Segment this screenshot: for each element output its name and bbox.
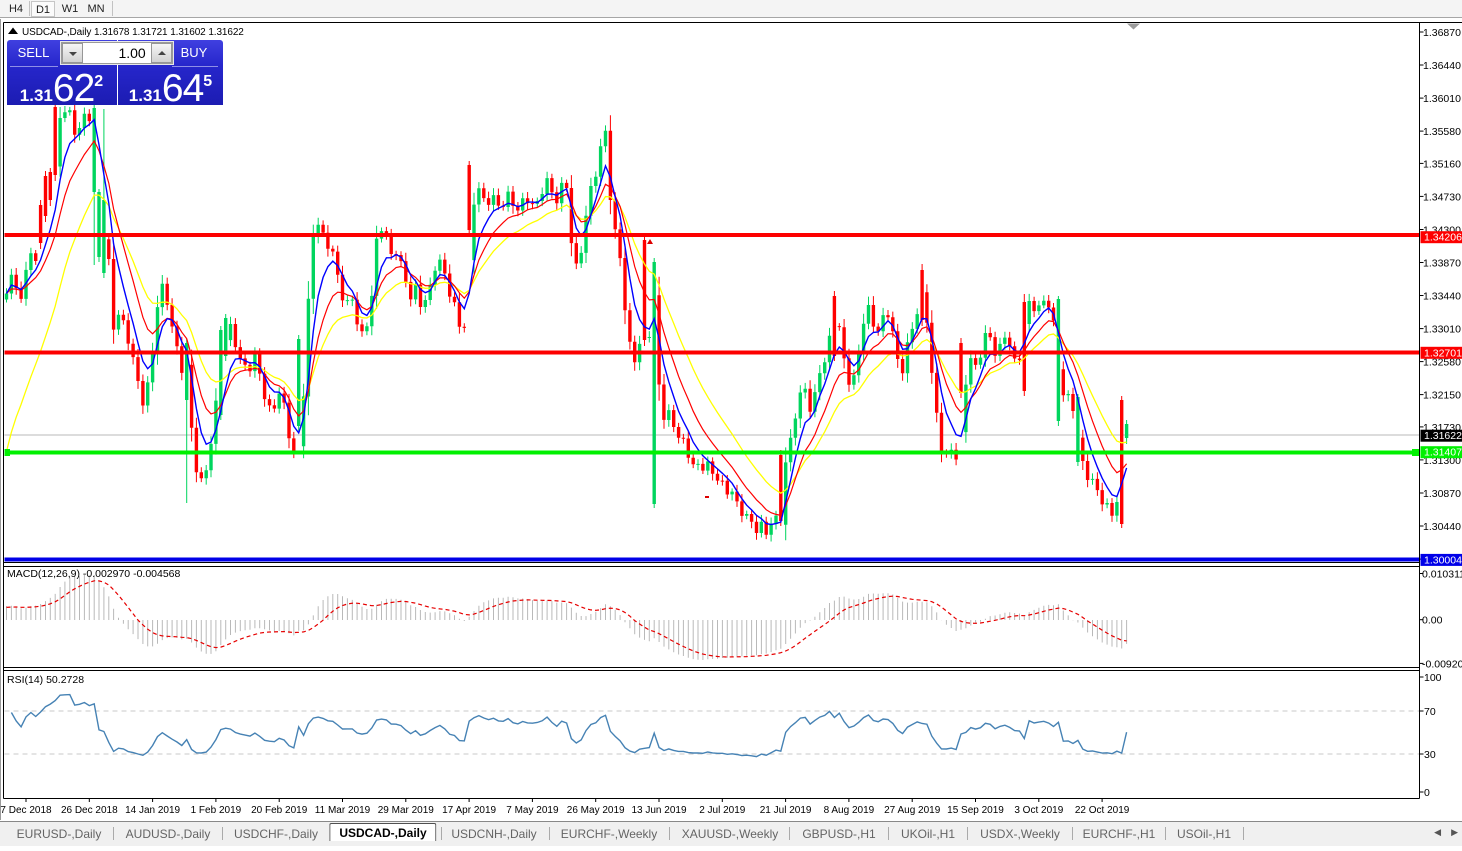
svg-text:0.00: 0.00: [1422, 615, 1443, 627]
svg-text:1.33870: 1.33870: [1423, 258, 1461, 270]
svg-text:22 Oct 2019: 22 Oct 2019: [1075, 805, 1130, 816]
svg-text:11 Mar 2019: 11 Mar 2019: [315, 805, 371, 816]
svg-text:MACD(12,26,9) -0.002970 -0.004: MACD(12,26,9) -0.002970 -0.004568: [7, 568, 181, 580]
svg-text:1.31622: 1.31622: [1424, 430, 1462, 442]
svg-text:2 Jul 2019: 2 Jul 2019: [699, 805, 746, 816]
svg-text:15 Sep 2019: 15 Sep 2019: [947, 805, 1004, 816]
svg-text:1.34206: 1.34206: [1424, 232, 1462, 244]
svg-text:1.33010: 1.33010: [1423, 324, 1461, 336]
svg-text:21 Jul 2019: 21 Jul 2019: [760, 805, 812, 816]
svg-text:3 Oct 2019: 3 Oct 2019: [1014, 805, 1063, 816]
svg-text:100: 100: [1424, 672, 1442, 684]
svg-text:29 Mar 2019: 29 Mar 2019: [378, 805, 435, 816]
svg-text:14 Jan 2019: 14 Jan 2019: [125, 805, 180, 816]
svg-text:1.35160: 1.35160: [1423, 158, 1461, 170]
svg-text:30: 30: [1424, 749, 1436, 761]
svg-text:1.30870: 1.30870: [1423, 488, 1461, 500]
svg-text:13 Jun 2019: 13 Jun 2019: [631, 805, 686, 816]
svg-text:USDCAD-,Daily 1.31678 1.31721: USDCAD-,Daily 1.31678 1.31721 1.31602 1.…: [22, 27, 244, 38]
svg-text:1.33440: 1.33440: [1423, 291, 1461, 303]
svg-text:17 Apr 2019: 17 Apr 2019: [442, 805, 496, 816]
svg-text:1.31407: 1.31407: [1424, 447, 1462, 459]
svg-text:27 Aug 2019: 27 Aug 2019: [884, 805, 941, 816]
svg-text:0: 0: [1424, 787, 1430, 799]
svg-text:1.30004: 1.30004: [1424, 554, 1462, 566]
svg-text:1.36870: 1.36870: [1423, 27, 1461, 39]
svg-text:70: 70: [1424, 706, 1436, 718]
svg-text:1 Feb 2019: 1 Feb 2019: [191, 805, 242, 816]
svg-text:1.32701: 1.32701: [1424, 347, 1462, 359]
svg-text:1.36440: 1.36440: [1423, 60, 1461, 72]
svg-text:26 May 2019: 26 May 2019: [567, 805, 625, 816]
svg-text:20 Feb 2019: 20 Feb 2019: [251, 805, 308, 816]
svg-text:1.30440: 1.30440: [1423, 521, 1461, 533]
svg-text:26 Dec 2018: 26 Dec 2018: [61, 805, 118, 816]
svg-text:7 Dec 2018: 7 Dec 2018: [0, 805, 52, 816]
svg-text:8 Aug 2019: 8 Aug 2019: [824, 805, 875, 816]
svg-text:1.36010: 1.36010: [1423, 93, 1461, 105]
svg-text:0.010311: 0.010311: [1422, 569, 1462, 581]
svg-text:7 May 2019: 7 May 2019: [506, 805, 559, 816]
svg-text:RSI(14) 50.2728: RSI(14) 50.2728: [7, 674, 84, 686]
svg-text:1.32150: 1.32150: [1423, 390, 1461, 402]
svg-text:1.35580: 1.35580: [1423, 126, 1461, 138]
svg-text:1.34730: 1.34730: [1423, 191, 1461, 203]
svg-text:-0.009203: -0.009203: [1422, 658, 1462, 670]
